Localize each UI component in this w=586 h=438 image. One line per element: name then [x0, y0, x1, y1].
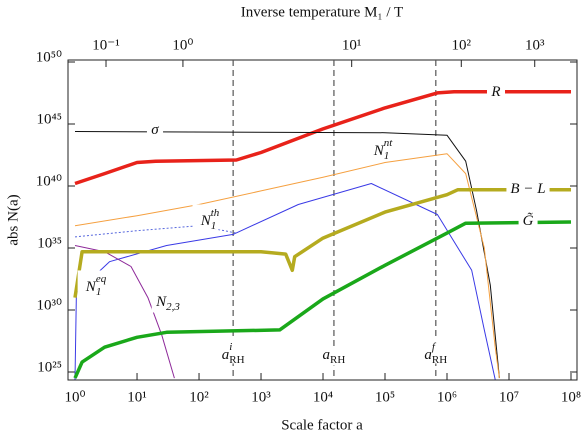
vline-label-part: i [229, 341, 232, 353]
x2-tick-label: 10³ [525, 37, 545, 53]
series-label-part: eq [96, 273, 107, 285]
series-label: Neq 1 [85, 273, 107, 298]
x-tick-label: 10⁰ [65, 389, 86, 405]
series-label-part: N [155, 294, 167, 310]
series-label-bg [192, 204, 228, 230]
series-line [74, 225, 237, 238]
series-label-part: 1 [384, 150, 390, 162]
series-label-part: nt [384, 137, 394, 149]
series-label-part: th [211, 207, 220, 219]
x-tick-label: 10¹ [127, 389, 147, 405]
series-label-bg [506, 181, 550, 198]
vline-label-part: a [222, 347, 230, 363]
y-tick-label: 10⁵⁰ [36, 49, 62, 65]
series-label-part: 1 [96, 286, 102, 298]
x-axis-title: Scale factor a [281, 417, 363, 433]
vline-label: af RH [424, 341, 447, 366]
vline-label-bg [213, 338, 253, 364]
series-label-part: G̃ [523, 213, 534, 230]
y-tick-label: 10²⁵ [37, 359, 62, 375]
y-tick-label: 10⁴⁵ [37, 111, 62, 127]
y-tick-label: 10³⁰ [36, 297, 62, 313]
x-tick-label: 10² [189, 389, 209, 405]
x2-tick-label: 10⁻¹ [92, 37, 119, 53]
vline-label-part: a [424, 347, 432, 363]
vline-label-part: RH [330, 354, 345, 366]
vline-label-bg [416, 338, 456, 364]
series-label-bg [518, 212, 538, 230]
series-line [74, 153, 500, 379]
plot-area [73, 60, 572, 380]
series-label: G̃ [523, 213, 534, 230]
series-label: σ [151, 122, 159, 138]
vline-label-bg [318, 347, 349, 366]
series-label-part: σ [151, 122, 159, 138]
series-label-part: N [85, 279, 97, 295]
series-label: Nth 1 [200, 207, 220, 232]
top-axis-title: Inverse temperature M₁ / T [241, 4, 403, 20]
series-label-bg [486, 84, 506, 101]
y-tick-label: 10⁴⁰ [36, 173, 62, 189]
vline-label-part: f [432, 341, 437, 353]
series-label: B − L [510, 181, 545, 197]
x-tick-label: 10⁶ [437, 389, 457, 405]
series-label-part: N [373, 143, 385, 159]
series-label: Nnt 1 [373, 137, 394, 162]
y-tick-label: 10³⁵ [37, 235, 62, 251]
series-line [73, 187, 571, 298]
vline-label-part: a [323, 347, 331, 363]
series-label: R [490, 84, 500, 100]
vline-label: aRH [323, 347, 346, 365]
series-label-part: R [490, 84, 500, 100]
y-axis-title: abs N(a) [5, 194, 21, 245]
x-tick-label: 10⁸ [561, 389, 581, 405]
series-line [73, 220, 572, 379]
plot-frame [67, 59, 578, 381]
vline-label: ai RH [222, 341, 245, 366]
series-label-part: B − L [510, 181, 545, 197]
series-label-bg [365, 134, 401, 160]
x-tick-label: 10³ [251, 389, 271, 405]
series-label: N2,3 [155, 294, 180, 312]
vline-label-part: RH [229, 354, 244, 366]
series-label-part: N [200, 213, 212, 229]
series-label-part: 2,3 [166, 301, 180, 313]
series-label-part: 1 [211, 220, 217, 232]
x2-tick-label: 10⁰ [172, 37, 193, 53]
series-label-bg [146, 122, 164, 139]
vline-label-part: RH [432, 354, 447, 366]
series-label-bg [151, 294, 185, 313]
x2-tick-label: 10² [452, 37, 472, 53]
x-tick-label: 10⁷ [499, 389, 519, 405]
x-tick-label: 10⁵ [375, 389, 395, 405]
x-tick-label: 10⁴ [313, 389, 333, 405]
series-line [74, 89, 571, 186]
series-line [74, 131, 500, 379]
series-label-bg [77, 270, 115, 296]
x2-tick-label: 10¹ [342, 37, 362, 53]
